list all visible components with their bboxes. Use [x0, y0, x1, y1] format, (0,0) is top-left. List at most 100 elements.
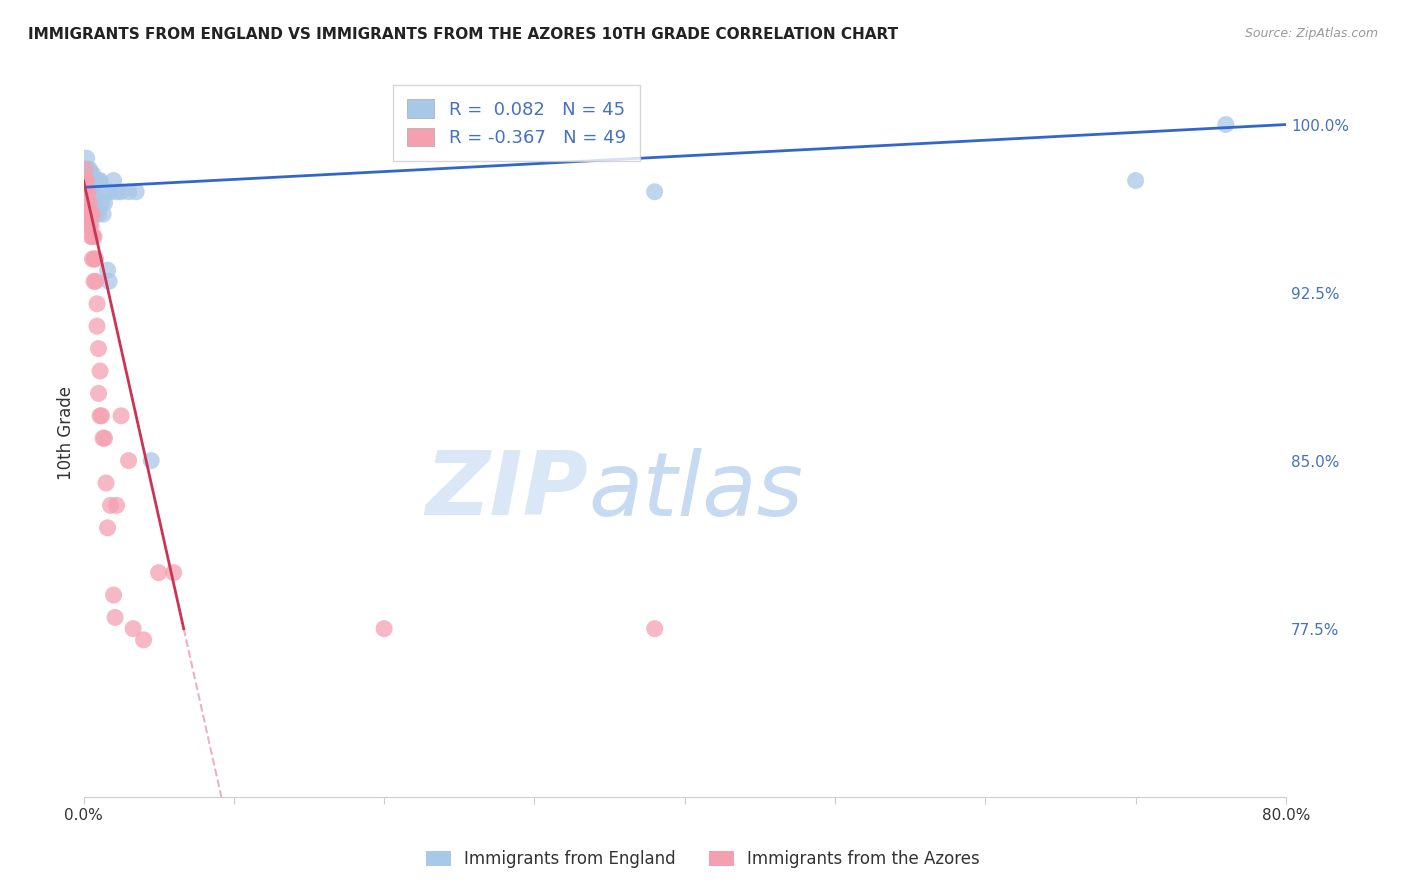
- Point: [77, 173, 100, 187]
- Point: [97, 521, 120, 535]
- Point: [77, 167, 100, 181]
- Point: [82, 252, 104, 266]
- Point: [644, 622, 666, 636]
- Point: [1125, 173, 1147, 187]
- Text: ZIP: ZIP: [426, 448, 589, 534]
- Point: [97, 263, 120, 277]
- Point: [76, 173, 98, 187]
- Point: [105, 499, 128, 513]
- Point: [79, 196, 101, 211]
- Text: Source: ZipAtlas.com: Source: ZipAtlas.com: [1244, 27, 1378, 40]
- Point: [110, 185, 132, 199]
- Point: [73, 162, 96, 177]
- Legend: Immigrants from England, Immigrants from the Azores: Immigrants from England, Immigrants from…: [419, 844, 987, 875]
- Point: [80, 229, 103, 244]
- Text: atlas: atlas: [589, 448, 803, 533]
- Point: [100, 499, 122, 513]
- Point: [141, 453, 163, 467]
- Point: [82, 229, 104, 244]
- Point: [73, 173, 96, 187]
- Point: [83, 252, 105, 266]
- Point: [94, 185, 117, 199]
- Point: [79, 173, 101, 187]
- Point: [100, 185, 122, 199]
- Point: [98, 274, 121, 288]
- Point: [125, 185, 148, 199]
- Point: [87, 207, 110, 221]
- Point: [89, 364, 111, 378]
- Point: [83, 196, 105, 211]
- Point: [105, 185, 128, 199]
- Point: [104, 610, 127, 624]
- Point: [117, 453, 139, 467]
- Point: [93, 431, 115, 445]
- Point: [87, 342, 110, 356]
- Point: [73, 196, 96, 211]
- Point: [77, 207, 100, 221]
- Point: [103, 173, 125, 187]
- Point: [89, 173, 111, 187]
- Point: [90, 196, 112, 211]
- Point: [77, 219, 100, 233]
- Point: [86, 319, 108, 334]
- Point: [73, 173, 96, 187]
- Point: [373, 622, 395, 636]
- Point: [76, 162, 98, 177]
- Point: [132, 632, 155, 647]
- Point: [76, 173, 98, 187]
- Point: [84, 207, 107, 221]
- Point: [83, 185, 105, 199]
- Point: [93, 196, 115, 211]
- Point: [84, 252, 107, 266]
- Point: [80, 173, 103, 187]
- Point: [87, 386, 110, 401]
- Point: [80, 185, 103, 199]
- Point: [79, 219, 101, 233]
- Point: [79, 185, 101, 199]
- Point: [76, 196, 98, 211]
- Point: [110, 409, 132, 423]
- Point: [82, 185, 104, 199]
- Point: [80, 219, 103, 233]
- Point: [84, 274, 107, 288]
- Point: [148, 566, 170, 580]
- Y-axis label: 10th Grade: 10th Grade: [58, 385, 75, 480]
- Legend: R =  0.082   N = 45, R = -0.367   N = 49: R = 0.082 N = 45, R = -0.367 N = 49: [392, 85, 640, 161]
- Point: [82, 167, 104, 181]
- Point: [83, 173, 105, 187]
- Point: [77, 173, 100, 187]
- Point: [94, 475, 117, 490]
- Point: [87, 173, 110, 187]
- Point: [82, 207, 104, 221]
- Point: [84, 173, 107, 187]
- Text: IMMIGRANTS FROM ENGLAND VS IMMIGRANTS FROM THE AZORES 10TH GRADE CORRELATION CHA: IMMIGRANTS FROM ENGLAND VS IMMIGRANTS FR…: [28, 27, 898, 42]
- Point: [79, 173, 101, 187]
- Point: [76, 207, 98, 221]
- Point: [77, 162, 100, 177]
- Point: [79, 162, 101, 177]
- Point: [86, 297, 108, 311]
- Point: [73, 162, 96, 177]
- Point: [122, 622, 145, 636]
- Point: [163, 566, 186, 580]
- Point: [117, 185, 139, 199]
- Point: [83, 274, 105, 288]
- Point: [91, 207, 114, 221]
- Point: [1215, 118, 1237, 132]
- Point: [91, 431, 114, 445]
- Point: [82, 173, 104, 187]
- Point: [103, 588, 125, 602]
- Point: [73, 173, 96, 187]
- Point: [77, 185, 100, 199]
- Point: [90, 409, 112, 423]
- Point: [76, 151, 98, 165]
- Point: [83, 229, 105, 244]
- Point: [79, 207, 101, 221]
- Point: [89, 409, 111, 423]
- Point: [80, 207, 103, 221]
- Point: [80, 167, 103, 181]
- Point: [76, 185, 98, 199]
- Point: [73, 185, 96, 199]
- Point: [77, 180, 100, 194]
- Point: [80, 173, 103, 187]
